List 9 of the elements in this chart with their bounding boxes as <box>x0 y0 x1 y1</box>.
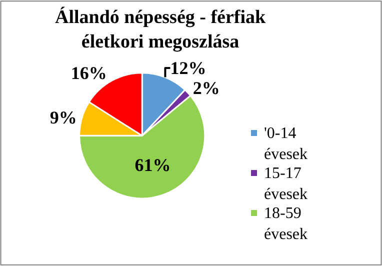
legend-label: 18-59 évesek <box>264 205 308 243</box>
data-label: 2% <box>192 78 220 98</box>
data-label: 16% <box>70 62 107 83</box>
data-label: 12% <box>170 58 206 78</box>
chart-title: Állandó népesség - férfiak életkori megoszlása <box>55 6 266 53</box>
data-label: 9% <box>50 107 77 128</box>
data-label: 61% <box>134 155 171 176</box>
legend-label: '0-14 évesek <box>264 125 308 163</box>
legend-label: 15-17 évesek <box>264 165 308 203</box>
